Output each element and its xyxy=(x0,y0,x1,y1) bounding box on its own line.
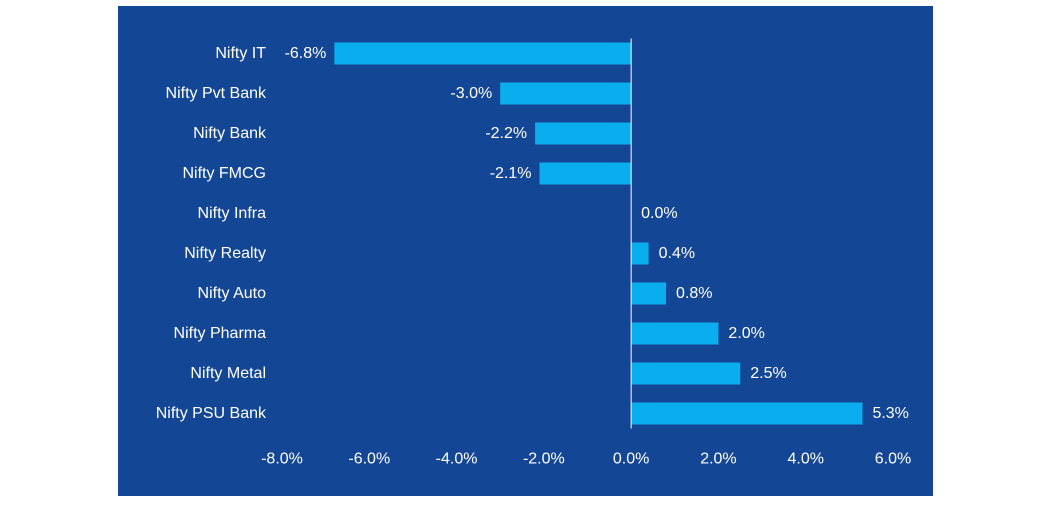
bar xyxy=(631,242,649,265)
x-tick-label: -4.0% xyxy=(436,451,478,468)
category-label: Nifty Pharma xyxy=(174,325,267,342)
data-label: 2.0% xyxy=(728,325,764,342)
data-label: -6.8% xyxy=(285,45,327,62)
labels-layer: Nifty IT -6.8% Nifty Pvt Bank -3.0% Nifty Ba… xyxy=(156,45,909,422)
bar-chart: Nifty IT -6.8% Nifty Pvt Bank -3.0% Nifty Ba… xyxy=(156,38,911,468)
category-label: Nifty IT xyxy=(215,45,266,62)
bar xyxy=(500,82,632,105)
data-label: -2.2% xyxy=(485,125,527,142)
bar xyxy=(631,362,741,385)
category-label: Nifty Metal xyxy=(190,365,266,382)
bar xyxy=(631,402,863,425)
bar xyxy=(535,122,632,145)
category-label: Nifty FMCG xyxy=(182,165,266,182)
bar xyxy=(539,162,632,185)
x-tick-label: -6.0% xyxy=(348,451,390,468)
category-label: Nifty Pvt Bank xyxy=(166,85,267,102)
data-label: 0.0% xyxy=(641,205,677,222)
x-axis-ticks: -8.0% -6.0% -4.0% -2.0% 0.0% 2.0% 4.0% 6.0% xyxy=(261,451,911,468)
x-tick-label: 6.0% xyxy=(875,451,911,468)
category-label: Nifty Bank xyxy=(193,125,267,142)
bars-layer xyxy=(334,42,863,425)
data-label: -2.1% xyxy=(490,165,532,182)
x-tick-label: -8.0% xyxy=(261,451,303,468)
chart-panel: Nifty IT -6.8% Nifty Pvt Bank -3.0% Nifty Ba… xyxy=(118,6,933,496)
data-label: 0.4% xyxy=(659,245,695,262)
x-tick-label: 0.0% xyxy=(613,451,649,468)
data-label: -3.0% xyxy=(450,85,492,102)
bar xyxy=(334,42,632,65)
bar xyxy=(631,282,667,305)
bar xyxy=(631,322,719,345)
data-label: 5.3% xyxy=(872,405,908,422)
data-label: 0.8% xyxy=(676,285,712,302)
category-label: Nifty Infra xyxy=(198,205,267,222)
data-label: 2.5% xyxy=(750,365,786,382)
category-label: Nifty Auto xyxy=(198,285,267,302)
x-tick-label: 2.0% xyxy=(700,451,736,468)
category-label: Nifty Realty xyxy=(184,245,266,262)
category-label: Nifty PSU Bank xyxy=(156,405,267,422)
x-tick-label: -2.0% xyxy=(523,451,565,468)
x-tick-label: 4.0% xyxy=(787,451,823,468)
